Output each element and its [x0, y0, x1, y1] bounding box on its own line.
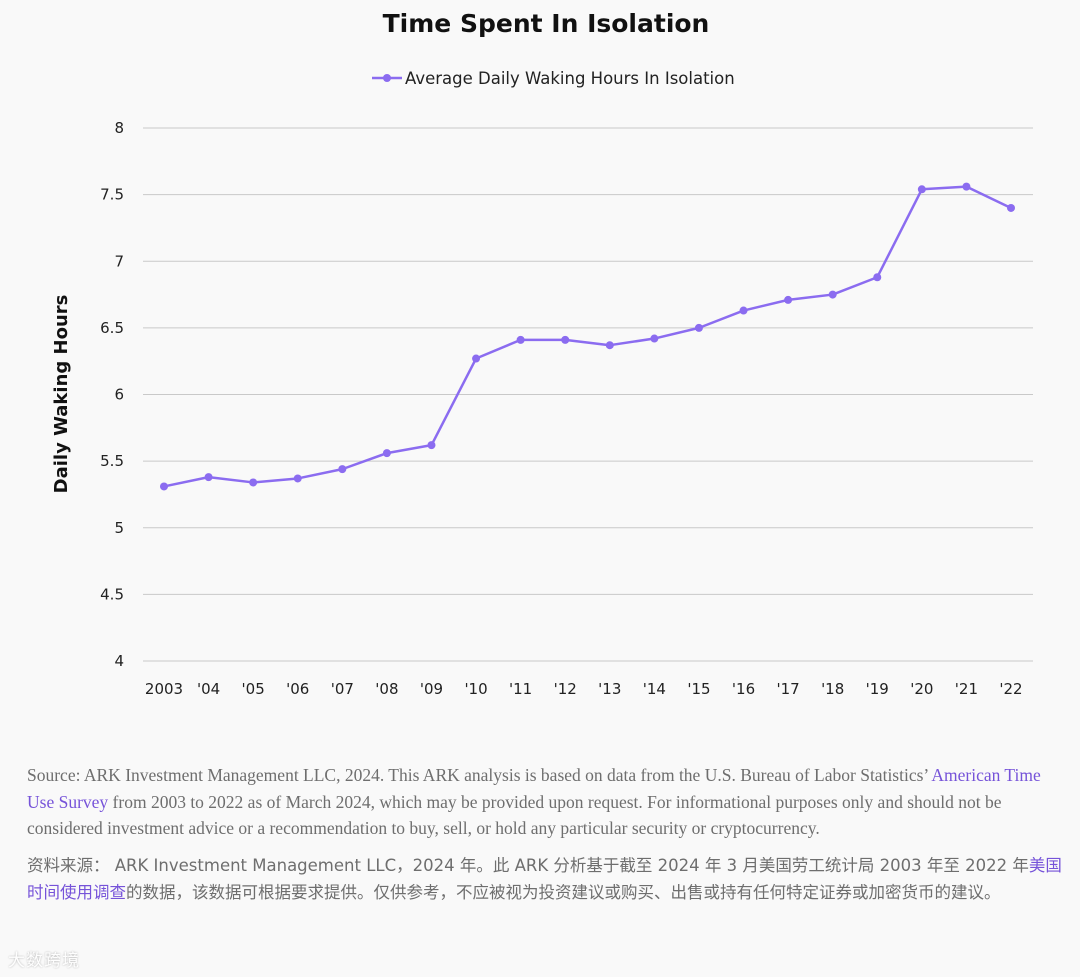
- data-point: [160, 482, 168, 491]
- y-tick-label: 4: [114, 652, 124, 670]
- y-tick-label: 5: [114, 519, 124, 537]
- cn-source-text-start: 资料来源： ARK Investment Management LLC，2024…: [27, 855, 1029, 875]
- x-tick-label: '05: [242, 680, 265, 698]
- x-tick-label: '04: [197, 680, 220, 698]
- y-tick-label: 5.5: [100, 452, 124, 470]
- data-point: [472, 354, 481, 363]
- data-point: [249, 478, 258, 487]
- y-tick-label: 8: [114, 119, 124, 137]
- x-tick-label: '18: [821, 680, 844, 698]
- y-tick-label: 6.5: [100, 319, 124, 337]
- legend-marker: [383, 74, 391, 82]
- source-note-english: Source: ARK Investment Management LLC, 2…: [27, 762, 1067, 842]
- x-tick-label: '13: [598, 680, 621, 698]
- x-tick-label: 2003: [145, 680, 183, 698]
- data-point: [873, 273, 882, 282]
- data-point: [204, 473, 213, 482]
- data-point: [605, 341, 614, 350]
- x-tick-label: '12: [554, 680, 577, 698]
- data-point: [516, 335, 525, 344]
- data-point: [828, 290, 837, 299]
- series-line: [163, 185, 1012, 488]
- chart-svg: Time Spent In Isolation Average Daily Wak…: [51, 9, 1033, 698]
- x-tick-label: '09: [420, 680, 443, 698]
- x-tick-label: '14: [643, 680, 666, 698]
- y-tick-label: 6: [114, 386, 124, 404]
- x-tick-label: '15: [687, 680, 710, 698]
- source-notes: Source: ARK Investment Management LLC, 2…: [27, 762, 1067, 906]
- data-point: [561, 335, 570, 344]
- x-tick-label: '22: [999, 680, 1022, 698]
- data-point: [293, 474, 302, 483]
- cn-survey-link[interactable]: 美国时间使用调查: [27, 855, 1062, 902]
- cn-source-text-end: 的数据，该数据可根据要求提供。仅供参考，不应被视为投资建议或购买、出售或持有任何…: [126, 882, 1001, 902]
- x-tick-label: '16: [732, 680, 755, 698]
- data-point: [427, 441, 436, 450]
- data-point: [382, 449, 391, 458]
- x-tick-label: '19: [866, 680, 889, 698]
- legend-label: Average Daily Waking Hours In Isolation: [405, 69, 735, 88]
- x-tick-label: '11: [509, 680, 532, 698]
- data-point: [784, 295, 793, 304]
- data-point: [962, 182, 971, 191]
- x-tick-label: '10: [464, 680, 487, 698]
- data-point: [1007, 203, 1015, 212]
- y-tick-label: 7.5: [100, 186, 124, 204]
- data-point: [694, 323, 703, 332]
- x-tick-label: '06: [286, 680, 309, 698]
- x-tick-label: '17: [776, 680, 799, 698]
- x-tick-label: '08: [375, 680, 398, 698]
- source-note-chinese: 资料来源： ARK Investment Management LLC，2024…: [27, 852, 1067, 906]
- x-tick-label: '07: [331, 680, 354, 698]
- data-point: [650, 334, 659, 343]
- data-point: [739, 306, 748, 315]
- x-tick-label: '21: [955, 680, 978, 698]
- line-chart: Time Spent In Isolation Average Daily Wak…: [51, 9, 1033, 698]
- y-axis-label: Daily Waking Hours: [51, 295, 72, 494]
- x-tick-label: '20: [910, 680, 933, 698]
- data-point: [917, 185, 926, 194]
- american-time-use-survey-link[interactable]: American Time Use Survey: [27, 765, 1041, 812]
- data-point: [338, 465, 347, 474]
- source-text-end: from 2003 to 2022 as of March 2024, whic…: [27, 791, 1002, 839]
- source-text-start: Source: ARK Investment Management LLC, 2…: [27, 765, 932, 785]
- y-tick-label: 4.5: [100, 585, 124, 603]
- y-tick-label: 7: [114, 252, 124, 270]
- watermark: 大数跨境: [8, 951, 80, 971]
- chart-title: Time Spent In Isolation: [383, 9, 710, 38]
